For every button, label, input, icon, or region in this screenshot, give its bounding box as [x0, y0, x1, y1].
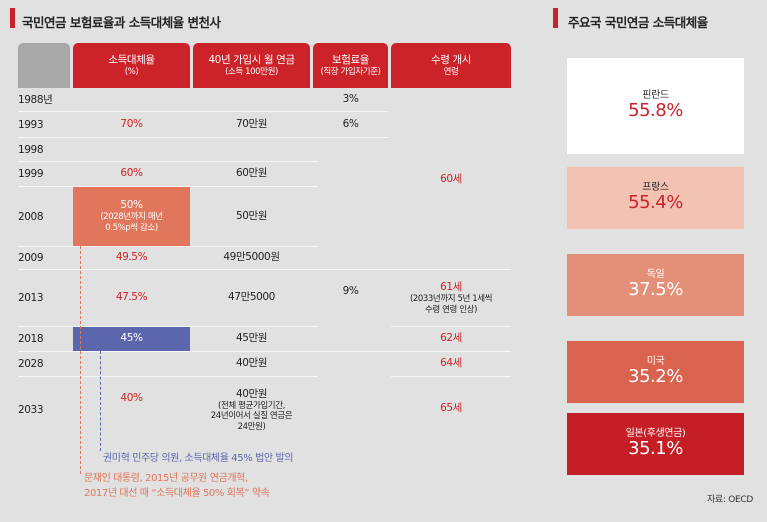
row-divider	[18, 326, 318, 327]
pension-age-header: 수령 개시 연령	[391, 43, 511, 88]
pension-2033-note-line2: 24년이어서 실질 연금은	[210, 411, 293, 422]
replacement-header-label: 소득대체율	[108, 53, 155, 66]
row-divider	[18, 111, 318, 112]
age-2013-block: 61세 (2033년까지 5년 1세씩 수령 연령 인상)	[391, 270, 511, 326]
age-2028: 64세	[440, 357, 462, 370]
replacement-header-unit: (%)	[124, 66, 139, 77]
country-rate-value: 55.8%	[628, 100, 683, 122]
blue-dashed-connector	[100, 351, 101, 451]
source-note: 자료: OECD	[706, 495, 753, 505]
monthly-pension-header: 40년 가입시 월 연금 (소득 100만원)	[193, 43, 310, 88]
right-title: 주요국 국민연금 소득대체율	[568, 15, 708, 30]
pension-1993: 70만원	[235, 117, 268, 130]
replacement-2018-box: 45%	[73, 327, 190, 351]
country-card: 일본(후생연금) 35.1%	[567, 413, 744, 475]
row-divider	[18, 351, 511, 352]
country-name: 독일	[646, 268, 665, 280]
replacement-2009: 49.5%	[115, 251, 148, 264]
blue-note: 권미혁 민주당 의원, 소득대체율 45% 법안 발의	[103, 453, 294, 464]
pension-2028: 40만원	[235, 357, 268, 370]
country-card: 미국 35.2%	[567, 341, 744, 403]
orange-dashed-connector	[80, 246, 81, 474]
year-1999: 1999	[18, 168, 44, 180]
year-2028: 2028	[18, 358, 44, 370]
premium-rate-header: 보험료율 (직장 가입자기준)	[313, 43, 388, 88]
age-2013: 61세	[440, 280, 462, 293]
country-card: 독일 37.5%	[567, 254, 744, 316]
pension-1999: 60만원	[235, 167, 268, 180]
age-1999: 60세	[440, 173, 462, 186]
pension-2009: 49만5000원	[223, 251, 280, 264]
row-divider	[18, 186, 318, 187]
orange-note-line2: 2017년 대선 때 “소득대체율 50% 회복” 약속	[84, 488, 270, 499]
premium-1998-onward: 9%	[342, 285, 359, 298]
year-1993: 1993	[18, 118, 44, 131]
pension-2033: 40만원	[235, 387, 268, 400]
country-card: 핀란드 55.8%	[567, 58, 744, 154]
year-2013: 2013	[18, 292, 44, 304]
year-2009: 2009	[18, 252, 44, 264]
replacement-2033: 40%	[120, 392, 143, 405]
year-2018: 2018	[18, 333, 44, 345]
country-name: 프랑스	[642, 181, 669, 193]
replacement-2008: 50%	[120, 199, 143, 212]
orange-note-line1: 문재인 대통령, 2015년 공무원 연금개혁,	[84, 473, 248, 484]
pension-2008: 50만원	[235, 209, 268, 222]
pension-header-unit: (소득 100만원)	[225, 66, 278, 77]
age-2033: 65세	[440, 402, 462, 415]
country-rate-value: 35.2%	[628, 366, 683, 388]
year-1998: 1998	[18, 143, 44, 156]
left-title: 국민연금 보험료율과 소득대체율 변천사	[22, 15, 221, 30]
left-title-accent	[10, 8, 15, 28]
premium-1988: 3%	[342, 92, 359, 105]
pension-2018: 45만원	[235, 332, 268, 345]
row-divider	[18, 161, 318, 162]
country-rate-value: 55.4%	[628, 192, 683, 214]
replacement-2018: 45%	[120, 332, 143, 345]
country-rate-value: 37.5%	[628, 279, 683, 301]
replacement-2008-box: 50% (2028년까지 매년 0.5%p씩 감소)	[73, 187, 190, 246]
row-divider	[313, 137, 388, 138]
row-divider	[391, 376, 511, 377]
age-header-label: 수령 개시	[431, 53, 471, 66]
row-divider	[391, 326, 511, 327]
year-2008: 2008	[18, 210, 44, 223]
year-2033: 2033	[18, 404, 44, 416]
pension-2013: 47만5000	[228, 291, 275, 304]
row-divider	[313, 111, 388, 112]
country-rate-value: 35.1%	[628, 438, 683, 460]
country-name: 일본(후생연금)	[625, 427, 686, 439]
premium-header-label: 보험료율	[331, 53, 370, 66]
row-divider	[18, 269, 511, 270]
replacement-2008-note-line1: (2028년까지 매년	[100, 212, 163, 223]
replacement-1999: 60%	[120, 167, 143, 180]
country-name: 미국	[646, 355, 665, 367]
pension-2033-block: 40만원 (전체 평균가입기간, 24년이어서 실질 연금은 24만원)	[193, 378, 310, 442]
row-divider	[18, 376, 318, 377]
row-divider	[18, 137, 318, 138]
replacement-1993: 70%	[120, 117, 143, 130]
right-title-accent	[553, 8, 558, 28]
replacement-rate-header: 소득대체율 (%)	[73, 43, 190, 88]
year-header	[18, 43, 70, 88]
row-divider	[18, 246, 318, 247]
age-2018: 62세	[440, 332, 462, 345]
replacement-2008-note-line2: 0.5%p씩 감소)	[105, 223, 158, 234]
pension-2033-note-line3: 24만원)	[237, 421, 266, 432]
country-name: 핀란드	[642, 89, 669, 101]
replacement-2013: 47.5%	[115, 291, 148, 304]
pension-2033-note-line1: (전체 평균가입기간,	[218, 400, 285, 411]
country-card: 프랑스 55.4%	[567, 167, 744, 229]
age-2013-note-line1: (2033년까지 5년 1세씩	[409, 293, 493, 304]
premium-1993: 6%	[342, 117, 359, 130]
year-1988: 1988년	[18, 94, 53, 106]
age-header-unit: 연령	[443, 66, 459, 77]
premium-header-unit: (직장 가입자기준)	[320, 66, 381, 77]
pension-header-label: 40년 가입시 월 연금	[208, 53, 295, 66]
age-2013-note-line2: 수령 연령 인상)	[424, 304, 478, 315]
